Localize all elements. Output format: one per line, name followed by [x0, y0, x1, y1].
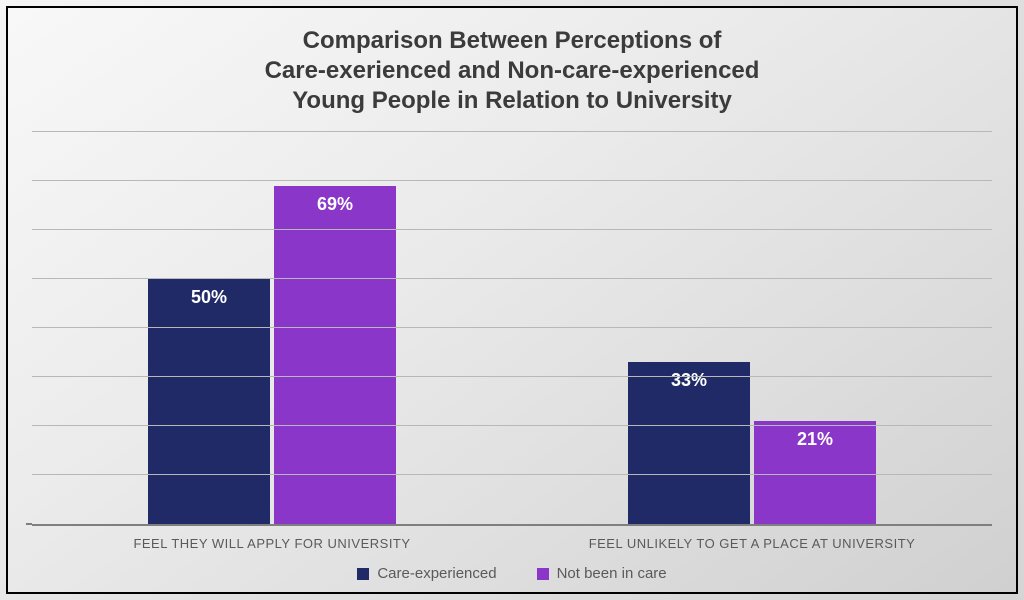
- legend: Care-experienced Not been in care: [32, 565, 992, 584]
- chart-title: Comparison Between Perceptions ofCare-ex…: [32, 26, 992, 116]
- plot-area: 50% 69% 33% 21% FEEL THEY WILL APPLY FOR UN…: [32, 132, 992, 584]
- gridline: [32, 376, 992, 377]
- bar-value-label: 69%: [274, 194, 396, 215]
- legend-swatch: [537, 568, 549, 580]
- x-axis-labels: FEEL THEY WILL APPLY FOR UNIVERSITYFEEL …: [32, 536, 992, 551]
- gridline: [32, 327, 992, 328]
- bar-value-label: 33%: [628, 370, 750, 391]
- gridline: [32, 425, 992, 426]
- gridline: [32, 180, 992, 181]
- bar-groups: 50% 69% 33% 21%: [32, 132, 992, 524]
- bar: 21%: [754, 421, 876, 524]
- bar-group: 33% 21%: [512, 132, 992, 524]
- bar: 33%: [628, 362, 750, 524]
- x-axis-label: FEEL UNLIKELY TO GET A PLACE AT UNIVERSI…: [512, 536, 992, 551]
- bar: 50%: [148, 279, 270, 524]
- bar-group: 50% 69%: [32, 132, 512, 524]
- gridline: [32, 474, 992, 475]
- legend-label: Care-experienced: [377, 565, 496, 582]
- chart-zone: 50% 69% 33% 21%: [32, 132, 992, 526]
- legend-swatch: [357, 568, 369, 580]
- gridline: [32, 229, 992, 230]
- chart-frame: Comparison Between Perceptions ofCare-ex…: [6, 6, 1018, 594]
- legend-item: Care-experienced: [357, 565, 496, 582]
- legend-item: Not been in care: [537, 565, 667, 582]
- x-axis-label: FEEL THEY WILL APPLY FOR UNIVERSITY: [32, 536, 512, 551]
- legend-label: Not been in care: [557, 565, 667, 582]
- bar-value-label: 21%: [754, 429, 876, 450]
- bar-value-label: 50%: [148, 287, 270, 308]
- gridline: [32, 131, 992, 132]
- gridline: [32, 278, 992, 279]
